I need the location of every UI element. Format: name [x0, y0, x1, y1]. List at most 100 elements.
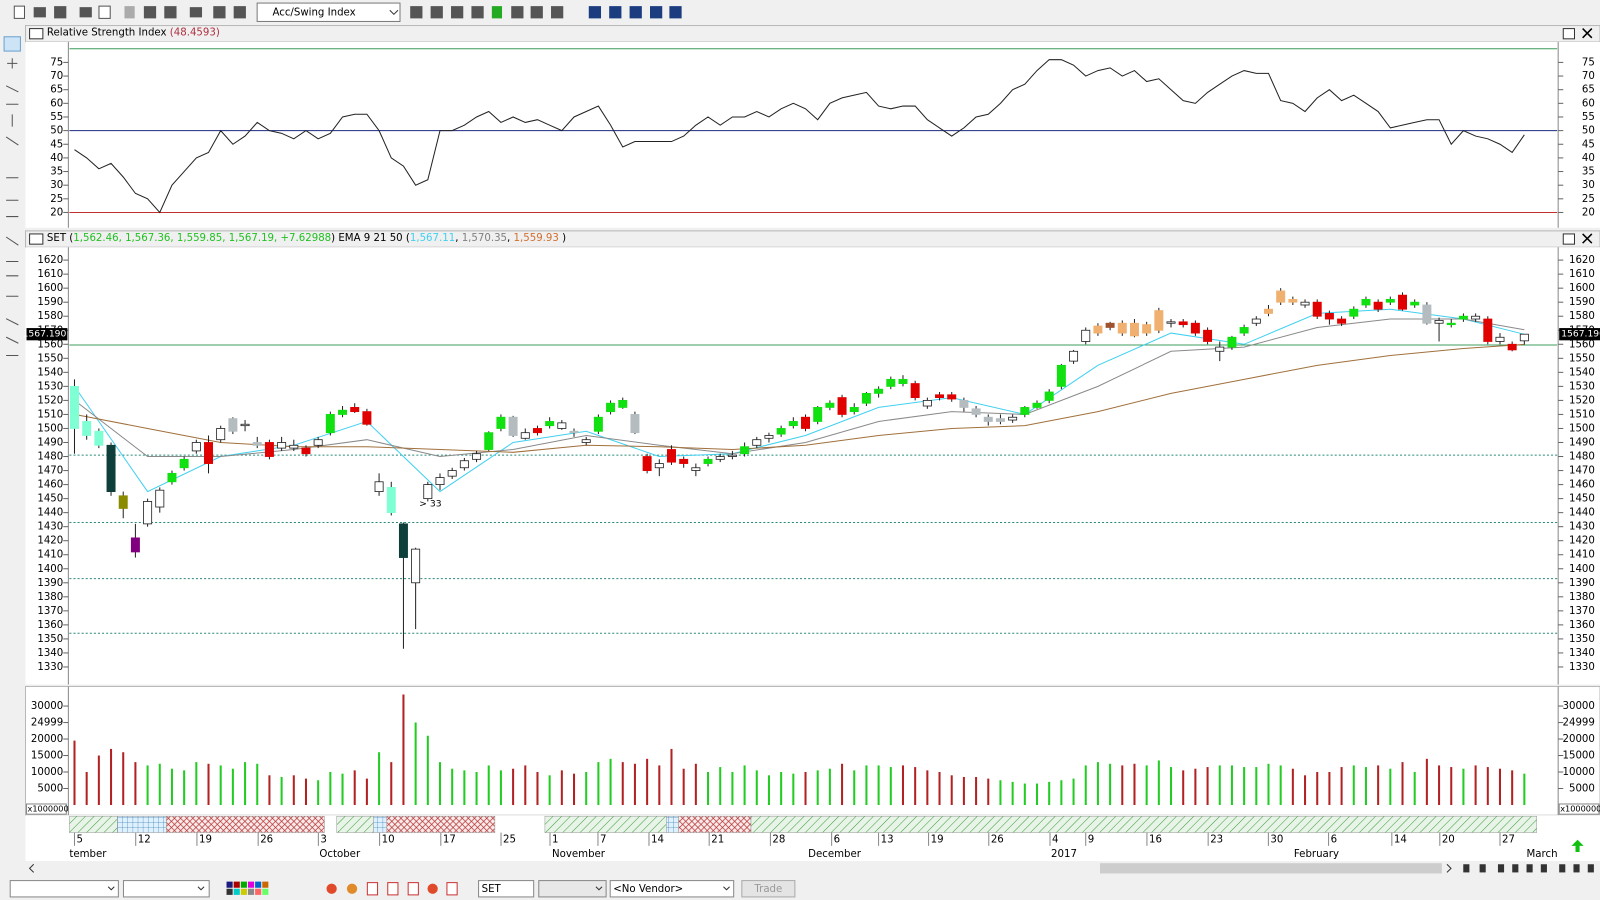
x-tick-label: 12: [138, 835, 151, 846]
candle-body: [1190, 322, 1200, 334]
y-tick-label: 1350: [1569, 634, 1595, 645]
candle-body: [935, 394, 945, 399]
drawing-tools[interactable]: [0, 24, 26, 877]
maximize-button[interactable]: [1562, 28, 1575, 40]
y-tick-label: 30: [1582, 180, 1595, 191]
y-tick-label: 1380: [37, 592, 63, 603]
candle-body: [1471, 315, 1481, 320]
candle-body: [898, 378, 908, 384]
drawing-tool-icons[interactable]: [3, 36, 21, 357]
candle-body: [910, 383, 920, 399]
candle-body: [155, 489, 165, 508]
y-tick-label: 1360: [37, 620, 63, 631]
candle-body: [1398, 294, 1407, 310]
y-tick-label: 1450: [1569, 494, 1595, 505]
up-arrow-icon: [1571, 839, 1584, 852]
y-tick-label: 1410: [1569, 550, 1595, 561]
candle-body: [130, 537, 140, 553]
y-tick-label: 1620: [37, 255, 63, 266]
x-tick-label: 17: [443, 835, 456, 846]
candle-body: [532, 428, 542, 434]
x-tick-label: 10: [382, 835, 395, 846]
candle-body: [325, 414, 335, 434]
candle-body: [1081, 329, 1091, 342]
candle-body: [679, 458, 689, 464]
y-tick-label: 30000: [31, 701, 63, 712]
candle-body: [362, 411, 372, 425]
candle-body: [143, 501, 153, 525]
legend-part: ): [559, 233, 566, 244]
x-tick-label: 4: [1052, 835, 1058, 846]
y-tick-label: 20000: [31, 734, 63, 745]
candle-body: [1142, 324, 1152, 334]
candle-body: [459, 460, 469, 469]
y-tick-label: 1490: [1569, 437, 1595, 448]
candle-body: [581, 439, 591, 443]
scroll-thumb[interactable]: [1100, 863, 1442, 874]
candle-body: [825, 402, 835, 408]
indicator-dropdown[interactable]: [256, 2, 401, 22]
candle-body: [252, 442, 262, 446]
toolbar-icons[interactable]: [13, 5, 682, 19]
last-price-tag: [1559, 328, 1600, 341]
volume-panel: [25, 685, 1600, 816]
y-tick-label: 1580: [1569, 311, 1595, 322]
candle-body: [630, 414, 640, 434]
candle-body: [1056, 364, 1066, 387]
close-button[interactable]: [1582, 233, 1593, 244]
candle-body: [642, 456, 652, 471]
candle-body: [447, 470, 457, 477]
navigation-buttons[interactable]: [1463, 864, 1594, 873]
candle-body: [313, 439, 323, 446]
y-tick-label: 1440: [37, 508, 63, 519]
panel-icon: [29, 28, 44, 40]
candle-body: [264, 442, 274, 457]
candle-body: [472, 453, 482, 460]
y-tick-label: 1600: [37, 283, 63, 294]
legend-part: 1,567.11: [410, 233, 455, 244]
candle-body: [654, 463, 664, 469]
candle-body: [593, 416, 603, 432]
y-tick-label: 10000: [31, 767, 63, 778]
y-tick-label: 65: [1582, 85, 1595, 96]
candle-body: [167, 472, 177, 483]
y-tick-label: 50: [50, 126, 63, 137]
candle-body: [752, 439, 762, 446]
y-tick-label: 1600: [1569, 283, 1595, 294]
candle-body: [837, 397, 847, 415]
candle-body: [1324, 313, 1334, 320]
legend-part: SET (: [47, 233, 73, 244]
y-tick-label: 45: [1582, 139, 1595, 150]
y-tick-label: 1550: [37, 353, 63, 364]
candle-body: [886, 378, 896, 387]
maximize-button[interactable]: [1562, 233, 1575, 245]
candle-body: [118, 495, 128, 509]
y-tick-label: 24999: [31, 718, 63, 729]
y-tick-label: 20: [50, 207, 63, 218]
candle-body: [995, 418, 1005, 422]
x-tick-label: 27: [1502, 835, 1515, 846]
y-tick-label: 70: [1582, 71, 1595, 82]
price-panel: [25, 247, 1600, 685]
candle-body: [70, 385, 79, 429]
candle-body: [1434, 320, 1444, 324]
candle-body: [350, 407, 360, 413]
indicator-dropdown-text: Acc/Swing Index: [272, 7, 355, 18]
y-tick-label: 1500: [1569, 423, 1595, 434]
candle-body: [82, 421, 92, 436]
legend-part: ,: [455, 233, 461, 244]
unit-box: [26, 803, 67, 815]
candle-body: [1349, 308, 1359, 317]
close-button[interactable]: [1582, 28, 1593, 39]
scroll-arrows[interactable]: [28, 863, 1452, 873]
y-tick-label: 1510: [1569, 409, 1595, 420]
unit-label: x1000000: [28, 804, 69, 814]
y-tick-label: 5000: [37, 784, 63, 795]
candle-body: [484, 432, 494, 450]
dropdown-arrows: [107, 886, 730, 891]
month-label: November: [552, 849, 606, 860]
x-tick-label: 16: [1149, 835, 1162, 846]
candle-body: [289, 444, 299, 449]
status-controls[interactable]: [9, 880, 796, 898]
y-tick-label: 1500: [37, 423, 63, 434]
